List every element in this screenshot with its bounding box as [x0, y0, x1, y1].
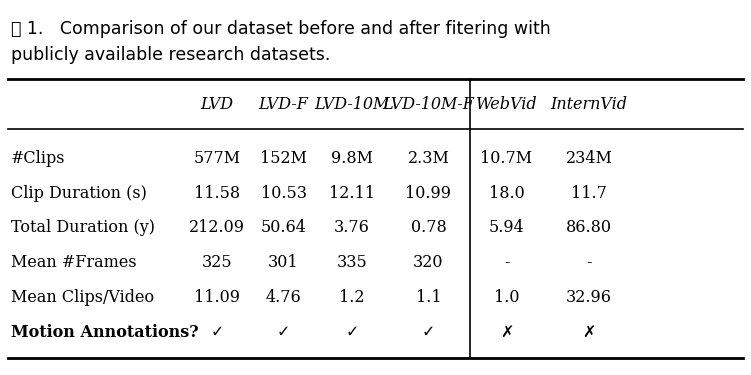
Text: 1.1: 1.1	[415, 289, 442, 306]
Text: Clip Duration (s): Clip Duration (s)	[11, 184, 147, 201]
Text: 3.76: 3.76	[334, 219, 370, 236]
Text: LVD: LVD	[201, 96, 234, 113]
Text: 32.96: 32.96	[566, 289, 612, 306]
Text: 2.3M: 2.3M	[408, 150, 449, 166]
Text: Mean Clips/Video: Mean Clips/Video	[11, 289, 154, 306]
Text: 212.09: 212.09	[189, 219, 246, 236]
Text: 表 1.   Comparison of our dataset before and after fitering with: 表 1. Comparison of our dataset before an…	[11, 20, 551, 38]
Text: 86.80: 86.80	[566, 219, 612, 236]
Text: 234M: 234M	[566, 150, 612, 166]
Text: Total Duration (y): Total Duration (y)	[11, 219, 155, 236]
Text: 1.0: 1.0	[493, 289, 519, 306]
Text: #Clips: #Clips	[11, 150, 65, 166]
Text: 152M: 152M	[260, 150, 307, 166]
Text: ✓: ✓	[345, 325, 359, 340]
Text: 1.2: 1.2	[339, 289, 365, 306]
Text: 10.99: 10.99	[406, 184, 451, 201]
Text: ✓: ✓	[422, 325, 435, 340]
Text: 5.94: 5.94	[489, 219, 524, 236]
Text: 10.53: 10.53	[261, 184, 306, 201]
Text: LVD-10M: LVD-10M	[314, 96, 390, 113]
Text: ✗: ✗	[500, 325, 513, 340]
Text: -: -	[587, 254, 592, 272]
Text: Mean #Frames: Mean #Frames	[11, 254, 137, 272]
Text: 320: 320	[413, 254, 444, 272]
Text: Motion Annotations?: Motion Annotations?	[11, 324, 199, 341]
Text: LVD-F: LVD-F	[258, 96, 309, 113]
Text: 4.76: 4.76	[266, 289, 301, 306]
Text: 325: 325	[202, 254, 233, 272]
Text: 10.7M: 10.7M	[481, 150, 532, 166]
Text: 50.64: 50.64	[261, 219, 306, 236]
Text: 577M: 577M	[194, 150, 241, 166]
Text: 11.09: 11.09	[195, 289, 240, 306]
Text: 0.78: 0.78	[411, 219, 446, 236]
Text: InternVid: InternVid	[550, 96, 627, 113]
Text: 301: 301	[268, 254, 299, 272]
Text: ✗: ✗	[582, 325, 596, 340]
Text: LVD-10M-F: LVD-10M-F	[382, 96, 475, 113]
Text: 18.0: 18.0	[489, 184, 524, 201]
Text: 12.11: 12.11	[329, 184, 375, 201]
Text: ✓: ✓	[210, 325, 224, 340]
Text: 11.7: 11.7	[571, 184, 607, 201]
Text: 9.8M: 9.8M	[331, 150, 373, 166]
Text: 335: 335	[336, 254, 367, 272]
Text: ✓: ✓	[277, 325, 290, 340]
Text: 11.58: 11.58	[195, 184, 240, 201]
Text: -: -	[504, 254, 509, 272]
Text: WebVid: WebVid	[475, 96, 537, 113]
Text: publicly available research datasets.: publicly available research datasets.	[11, 46, 330, 64]
